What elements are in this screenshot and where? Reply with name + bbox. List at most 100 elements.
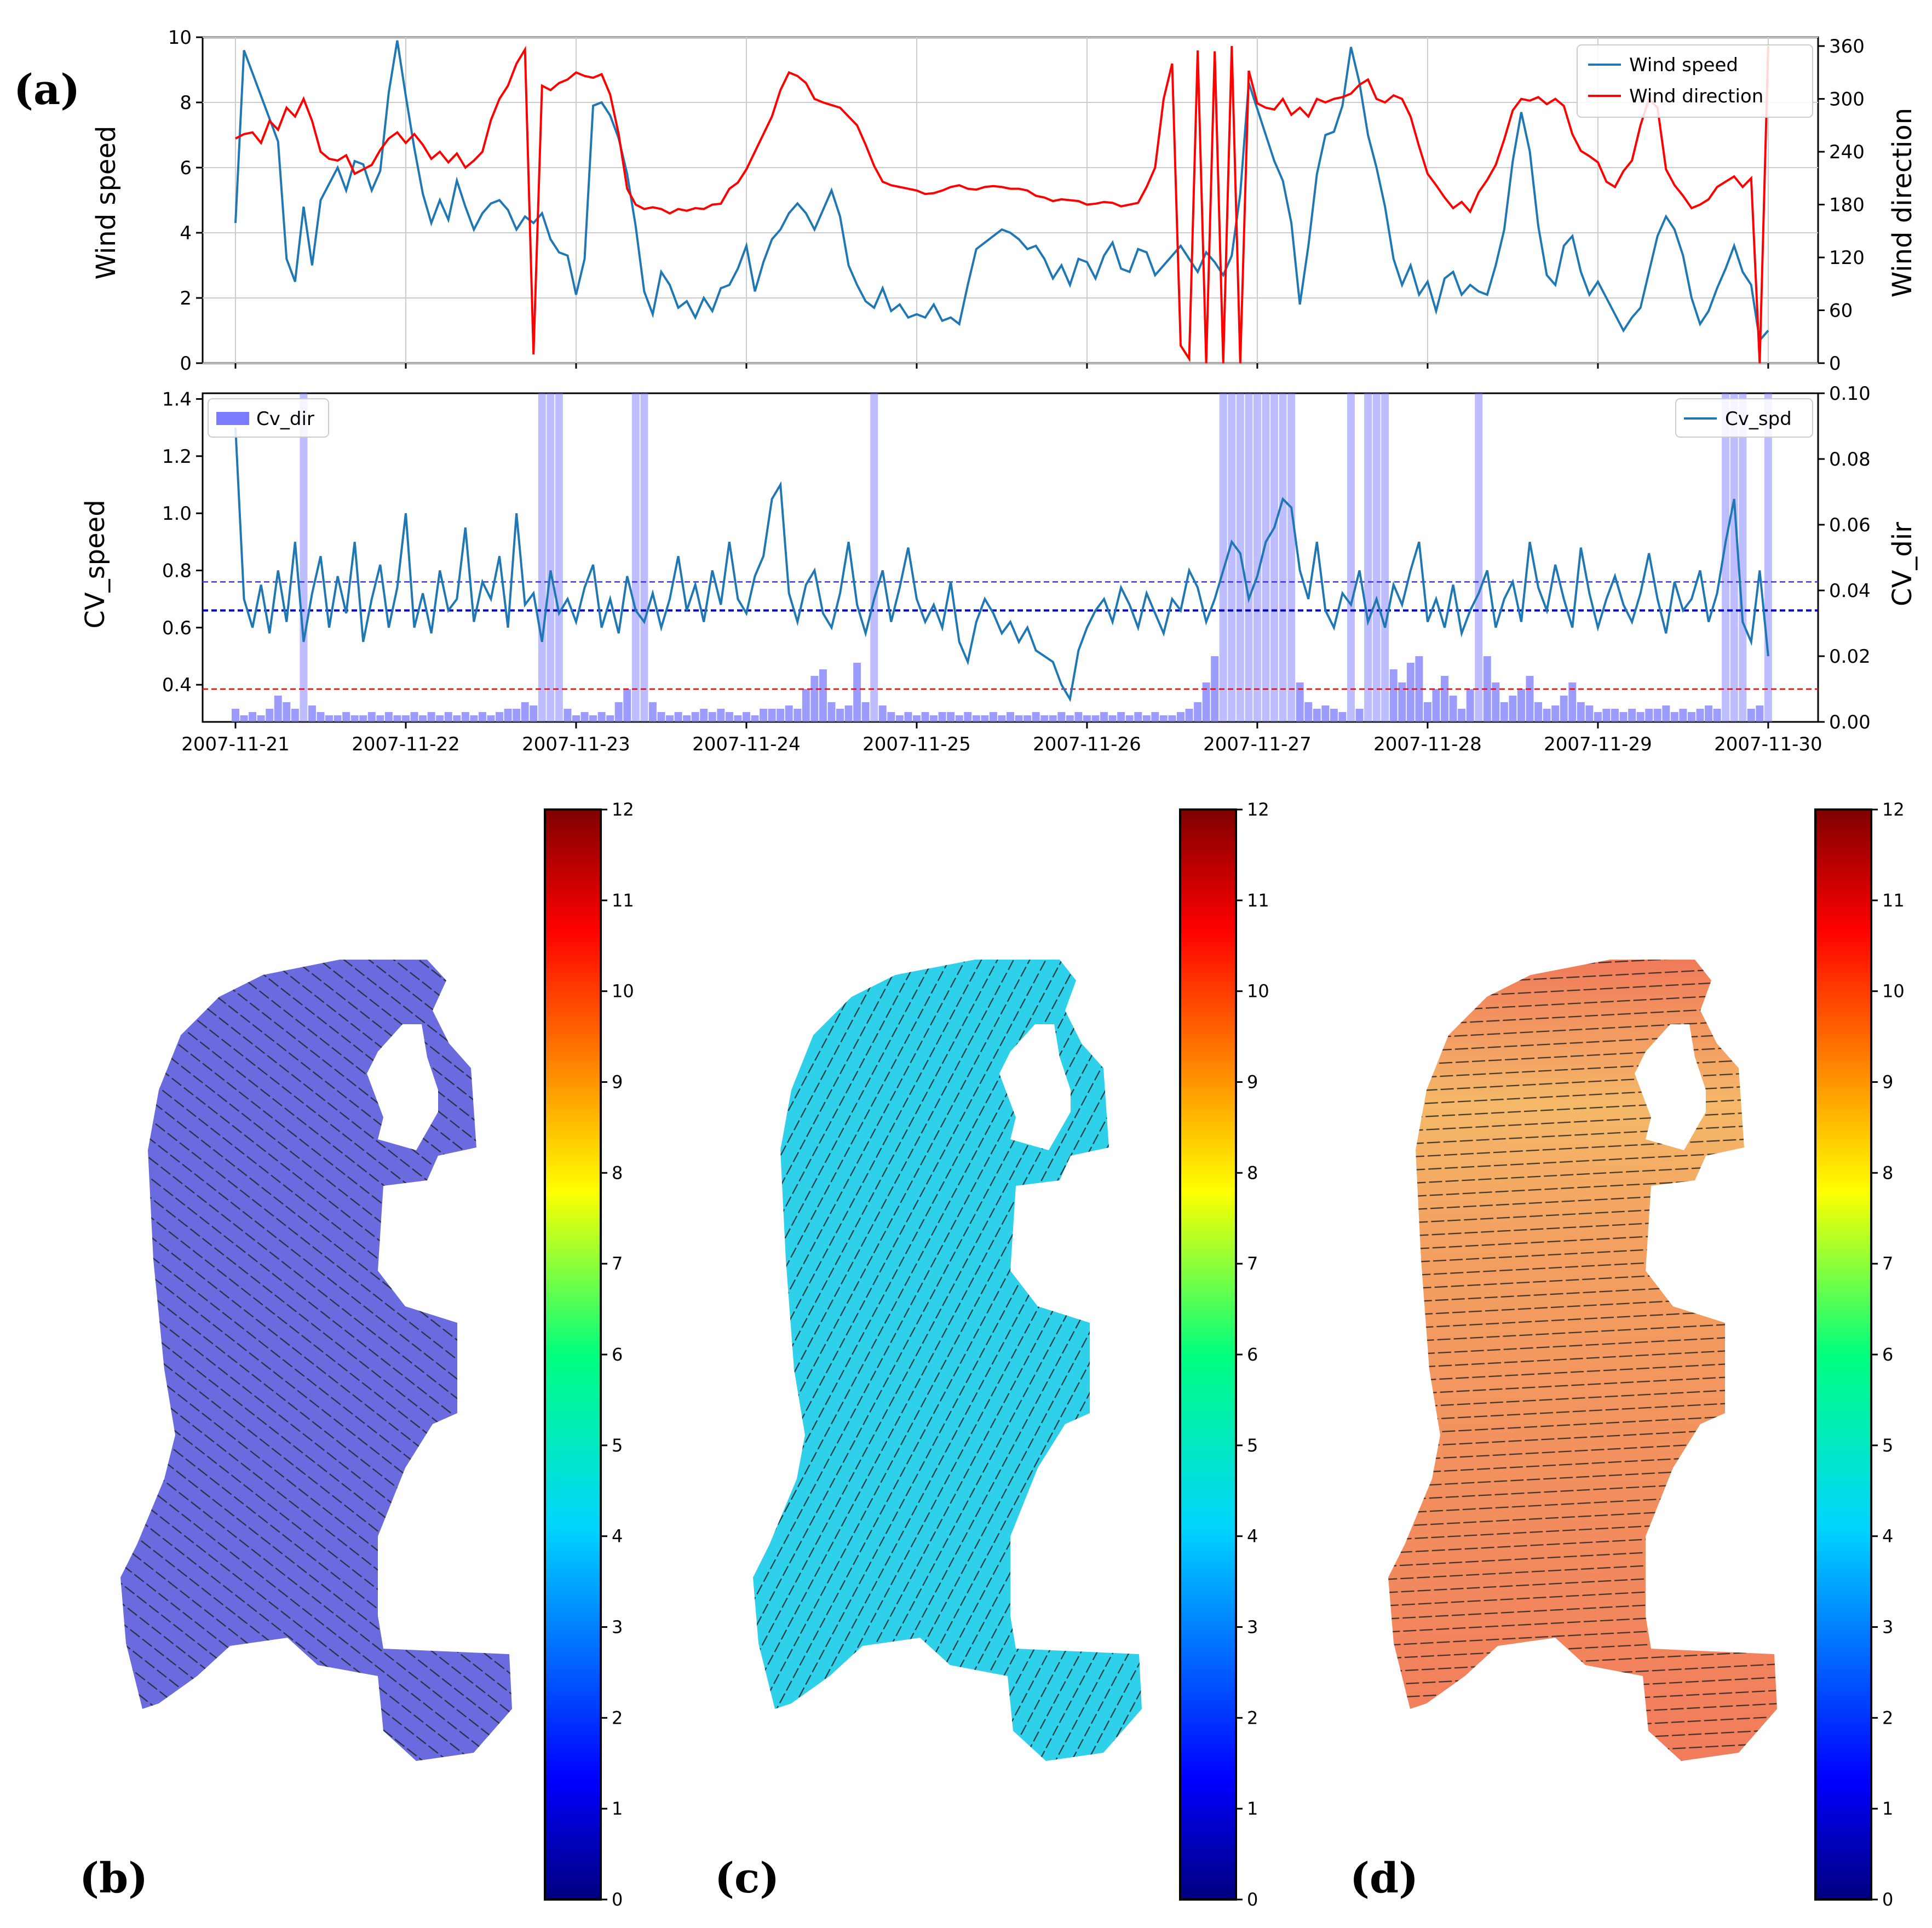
cv-dir-bar: [597, 712, 606, 722]
cv-dir-bar: [606, 715, 614, 722]
cv-dir-bar: [648, 702, 657, 722]
cv-dir-bar: [964, 712, 972, 722]
cv-dir-bar: [614, 702, 623, 722]
colorbar-tick-label: 2: [1247, 1707, 1258, 1728]
colorbar-tick-label: 5: [1882, 1435, 1893, 1456]
date-tick-label: 2007-11-30: [1714, 733, 1822, 755]
cv-dir-bar: [1653, 709, 1661, 722]
cv-dir-bar: [878, 705, 887, 722]
cv-dir-bar: [700, 709, 708, 722]
date-tick-label: 2007-11-26: [1033, 733, 1141, 755]
cv-dir-bar: [1032, 712, 1040, 722]
colorbar-tick-label: 4: [1882, 1526, 1893, 1547]
date-ticks: 2007-11-21 2007-11-22 2007-11-23 2007-11-24…: [181, 363, 1822, 755]
cv-spd-line: [234, 427, 1769, 702]
cv-dir-bar: [308, 705, 316, 722]
legend-cv-dir-swatch: [216, 412, 249, 425]
cv-axes: 0.40.60.81.01.21.4 0.000.020.040.060.080…: [80, 363, 1918, 755]
cv-dir-bar: [1347, 393, 1355, 722]
cv-dir-bar: [1040, 715, 1049, 722]
cv-dir-bar: [1142, 715, 1151, 722]
cv-dir-bar: [410, 712, 418, 722]
cv-dir-bar: [461, 712, 469, 722]
cv-dir-bar: [895, 715, 904, 722]
cv-dir-bar: [1083, 715, 1091, 722]
left-tick-label: 0: [180, 353, 192, 375]
cv-dir-bar: [1475, 393, 1483, 722]
cv-dir-bar: [623, 689, 631, 722]
cv-dir-bar: [1730, 393, 1738, 722]
colorbar-tick-label: 6: [1247, 1344, 1258, 1365]
cv-dir-bar: [870, 393, 878, 722]
cv-dir-bar: [631, 393, 640, 722]
left-tick-label: 8: [180, 92, 192, 114]
cv-right-tick-label: 0.08: [1829, 449, 1871, 470]
cv-dir-bar: [1611, 709, 1619, 722]
cv-dir-bar: [1466, 689, 1474, 722]
cv-dir-bar: [836, 709, 844, 722]
cv-dir-bar: [1636, 712, 1645, 722]
cv-dir-bar: [844, 705, 853, 722]
colorbar-tick-label: 8: [1882, 1162, 1893, 1183]
cv-dir-bar: [444, 712, 452, 722]
cv-dir-bar: [291, 709, 299, 722]
cv-dir-bar: [1705, 705, 1713, 722]
cv-dir-bar: [1619, 712, 1628, 722]
right-tick-label: 360: [1829, 36, 1865, 58]
wind-speed-axis-label: Wind speed: [91, 126, 122, 280]
cv-dir-bar: [938, 712, 946, 722]
cv-dir-bar: [794, 709, 802, 722]
cv-dir-bar: [513, 709, 521, 722]
cv-dir-bar: [1526, 676, 1534, 722]
cv-dir-bar: [1134, 712, 1142, 722]
right-tick-label: 60: [1829, 300, 1853, 322]
left-tick-label: 10: [168, 27, 192, 49]
date-tick-label: 2007-11-27: [1203, 733, 1312, 755]
cv-dir-bar: [955, 715, 963, 722]
colorbar-tick-label: 3: [1247, 1617, 1258, 1638]
cv-dir-bar: [547, 393, 555, 722]
cv-dir-bar: [819, 669, 827, 722]
cv-dir-bar: [487, 715, 495, 722]
cv-dir-bar: [1687, 712, 1695, 722]
cv-left-tick-label: 0.6: [162, 617, 192, 639]
colorbar-tick-label: 5: [1247, 1435, 1258, 1456]
date-tick-label: 2007-11-25: [863, 733, 971, 755]
cv-dir-bar: [530, 705, 538, 722]
map-c-arrows: [753, 960, 1142, 1761]
top-legend: Wind speed Wind direction: [1577, 44, 1813, 118]
colorbar-tick-label: 1: [612, 1798, 623, 1819]
cv-dir-bar: [249, 712, 257, 722]
cv-dir-bar: [1747, 709, 1755, 722]
cv-dir-bar: [717, 709, 725, 722]
cv-dir-bar: [453, 715, 461, 722]
cv-dir-bar: [1500, 702, 1508, 722]
cv-right-tick-label: 0.02: [1829, 646, 1871, 668]
cv-dir-bar: [470, 715, 478, 722]
cv-dir-bar: [1159, 715, 1168, 722]
cv-dir-bar: [257, 715, 265, 722]
cv-dir-bar: [1458, 709, 1466, 722]
legend-wind-direction: Wind direction: [1629, 85, 1763, 107]
cv-dir-bar: [751, 715, 759, 722]
colorbar-tick-label: 12: [612, 799, 634, 820]
top-left-ticks: 0 2 4 6 8 10: [168, 27, 203, 375]
cv-dir-bar: [1696, 709, 1704, 722]
colorbar-tick-label: 4: [612, 1526, 623, 1547]
cv-dir-bar: [947, 712, 955, 722]
cv-dir-bar: [572, 715, 580, 722]
top-grid: [203, 37, 1818, 364]
cv-dir-axis-label: CV_dir: [1887, 522, 1918, 606]
cv-dir-bar: [564, 709, 572, 722]
colorbar-tick-label: 10: [1882, 981, 1905, 1002]
panel-label-c: (c): [715, 1854, 779, 1902]
cv-dir-bar: [1713, 709, 1721, 722]
cv-dir-bar: [785, 705, 793, 722]
cv-dir-bar: [1534, 702, 1543, 722]
colorbar-tick-label: 5: [612, 1435, 623, 1456]
panel-label-a: (a): [14, 65, 80, 114]
